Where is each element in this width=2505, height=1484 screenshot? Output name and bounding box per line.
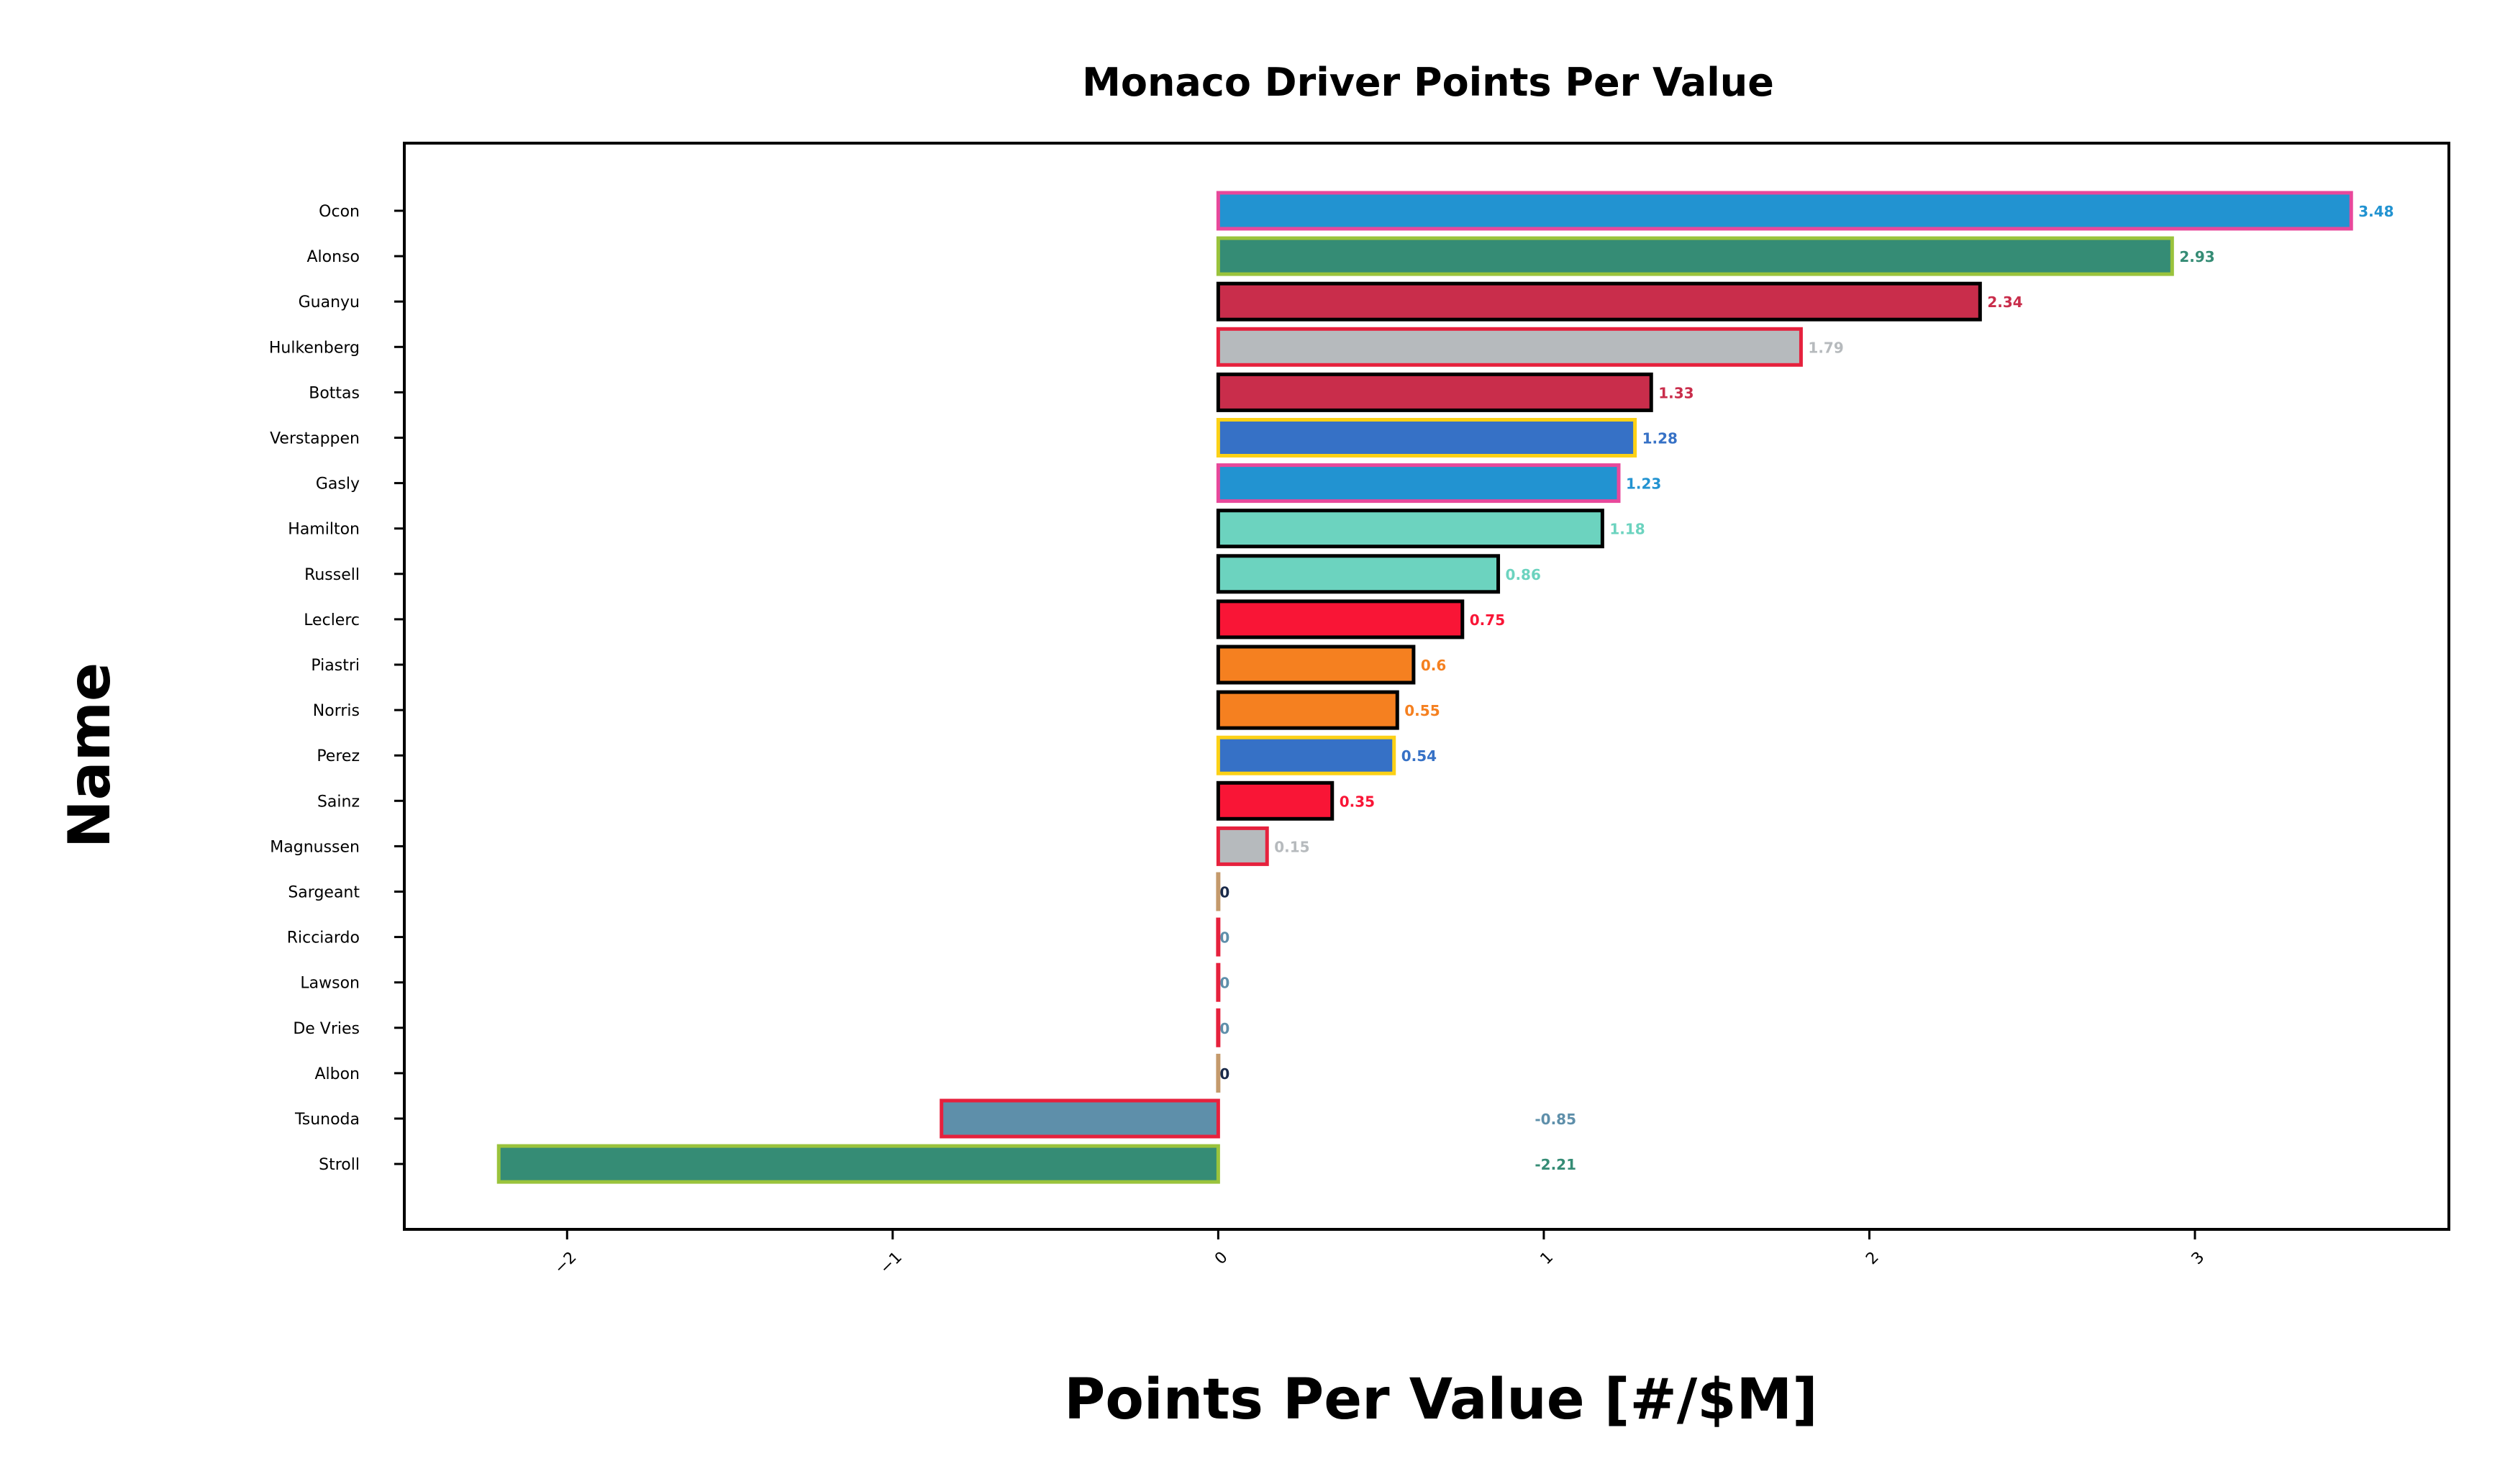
value-label-ocon: 3.48 [2358, 203, 2393, 220]
category-label-sainz: Sainz [317, 793, 360, 811]
bar-ricciardo [1216, 917, 1221, 957]
y-axis-label: Name [56, 663, 123, 849]
value-label-ricciardo: 0 [1219, 929, 1229, 947]
bar-sargeant [1216, 872, 1221, 911]
value-label-magnussen: 0.15 [1274, 838, 1309, 855]
bar-piastri [1216, 645, 1416, 685]
bar-hulkenberg [1216, 327, 1803, 367]
category-label-lawson: Lawson [300, 975, 360, 993]
value-label-perez: 0.54 [1401, 747, 1437, 765]
category-label-piastri: Piastri [311, 657, 360, 675]
plot-frame [403, 142, 2450, 1231]
value-label-stroll: -2.21 [1535, 1156, 1576, 1173]
labels-layer: 3.48 2.93 2.34 1.79 1.33 1.28 1.23 1.18 0.86 0.75… [1219, 203, 2393, 1173]
category-label-ricciardo: Ricciardo [287, 929, 360, 947]
category-label-stroll: Stroll [319, 1156, 360, 1174]
category-label-alonso: Alonso [307, 248, 360, 266]
bar-leclerc [1216, 599, 1465, 639]
value-label-leclerc: 0.75 [1470, 611, 1505, 629]
category-label-sargeant: Sargeant [288, 884, 360, 902]
category-label-verstappen: Verstappen [270, 430, 360, 448]
category-label-tsunoda: Tsunoda [294, 1111, 360, 1129]
value-label-hulkenberg: 1.79 [1808, 339, 1843, 356]
value-label-russell: 0.86 [1506, 566, 1541, 583]
bar-tsunoda [940, 1098, 1220, 1139]
bar-ocon [1216, 191, 2353, 231]
category-label-guanyu: Guanyu [299, 293, 360, 311]
bars-layer [496, 191, 2353, 1184]
category-label-albon: Albon [314, 1065, 360, 1083]
category-label-hamilton: Hamilton [288, 521, 360, 539]
bar-hamilton [1216, 509, 1604, 549]
category-label-gasly: Gasly [316, 475, 360, 493]
category-label-magnussen: Magnussen [270, 838, 360, 856]
bar-perez [1216, 735, 1396, 775]
bar-norris [1216, 690, 1399, 730]
axes-layer: Ocon Alonso Guanyu Hulkenberg Bottas Verstapp… [269, 203, 2208, 1278]
bar-sainz [1216, 780, 1335, 821]
category-label-perez: Perez [317, 747, 360, 765]
bar-alonso [1216, 236, 2174, 276]
category-label-leclerc: Leclerc [304, 611, 360, 629]
value-label-tsunoda: -0.85 [1535, 1111, 1576, 1128]
bar-magnussen [1216, 826, 1269, 866]
value-label-piastri: 0.6 [1421, 657, 1446, 674]
value-label-alonso: 2.93 [2179, 248, 2214, 265]
value-label-bottas: 1.33 [1658, 384, 1694, 401]
value-label-guanyu: 2.34 [1987, 293, 2022, 311]
bar-de-vries [1216, 1008, 1221, 1047]
category-label-ocon: Ocon [319, 203, 360, 221]
bar-verstappen [1216, 418, 1637, 458]
category-label-bottas: Bottas [309, 384, 360, 402]
value-label-sainz: 0.35 [1340, 793, 1375, 810]
bar-gasly [1216, 463, 1621, 504]
value-label-sargeant: 0 [1219, 884, 1229, 901]
category-label-hulkenberg: Hulkenberg [269, 339, 360, 357]
bar-lawson [1216, 962, 1221, 1002]
bar-albon [1216, 1053, 1221, 1093]
value-label-lawson: 0 [1219, 975, 1229, 992]
chart-title: Monaco Driver Points Per Value [1082, 60, 1774, 105]
value-label-gasly: 1.23 [1626, 475, 1661, 493]
value-label-norris: 0.55 [1404, 702, 1440, 719]
value-label-hamilton: 1.18 [1609, 521, 1645, 538]
bar-russell [1216, 554, 1501, 594]
bar-stroll [496, 1144, 1220, 1184]
bar-guanyu [1216, 281, 1982, 322]
x-axis-label: Points Per Value [#/$M] [1064, 1367, 1818, 1432]
value-label-de-vries: 0 [1219, 1020, 1229, 1037]
category-label-russell: Russell [304, 566, 360, 584]
category-label-de-vries: De Vries [293, 1020, 360, 1038]
bar-bottas [1216, 372, 1653, 412]
category-label-norris: Norris [313, 702, 360, 720]
value-label-albon: 0 [1219, 1065, 1229, 1083]
value-label-verstappen: 1.28 [1642, 430, 1678, 447]
